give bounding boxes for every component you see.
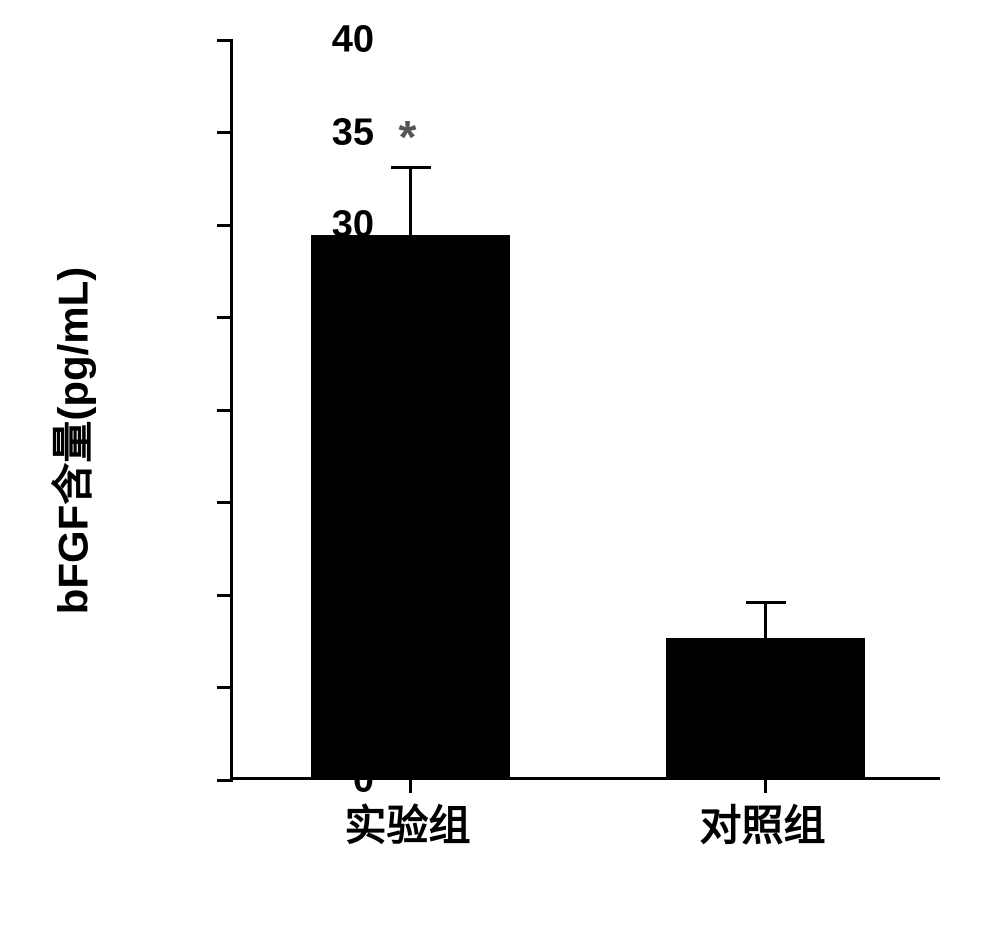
y-tick-label: 15 [332,481,374,524]
y-tick-label: 25 [332,296,374,339]
y-tick [217,409,233,412]
y-tick [217,316,233,319]
y-axis-title: bFGF含量(pg/mL) [40,267,101,615]
error-bar-cap [746,601,786,604]
y-tick-label: 30 [332,204,374,247]
error-bar [409,168,412,238]
y-tick-label: 35 [332,111,374,154]
y-tick-label: 5 [353,666,374,709]
y-tick [217,686,233,689]
bar [666,638,865,777]
y-tick [217,501,233,504]
x-category-label: 实验组 [344,792,470,853]
y-tick [217,224,233,227]
y-tick [217,39,233,42]
y-tick-label: 20 [332,389,374,432]
x-tick [764,777,767,793]
y-tick [217,131,233,134]
y-tick [217,594,233,597]
y-tick-label: 40 [332,19,374,62]
chart-container: bFGF含量(pg/mL) 0510152025303540实验组*对照组 [80,30,950,910]
error-bar [764,602,767,641]
y-tick [217,779,233,782]
error-bar-cap [391,166,431,169]
x-tick [409,777,412,793]
x-category-label: 对照组 [699,792,825,853]
y-tick-label: 10 [332,574,374,617]
significance-marker: * [399,110,417,164]
